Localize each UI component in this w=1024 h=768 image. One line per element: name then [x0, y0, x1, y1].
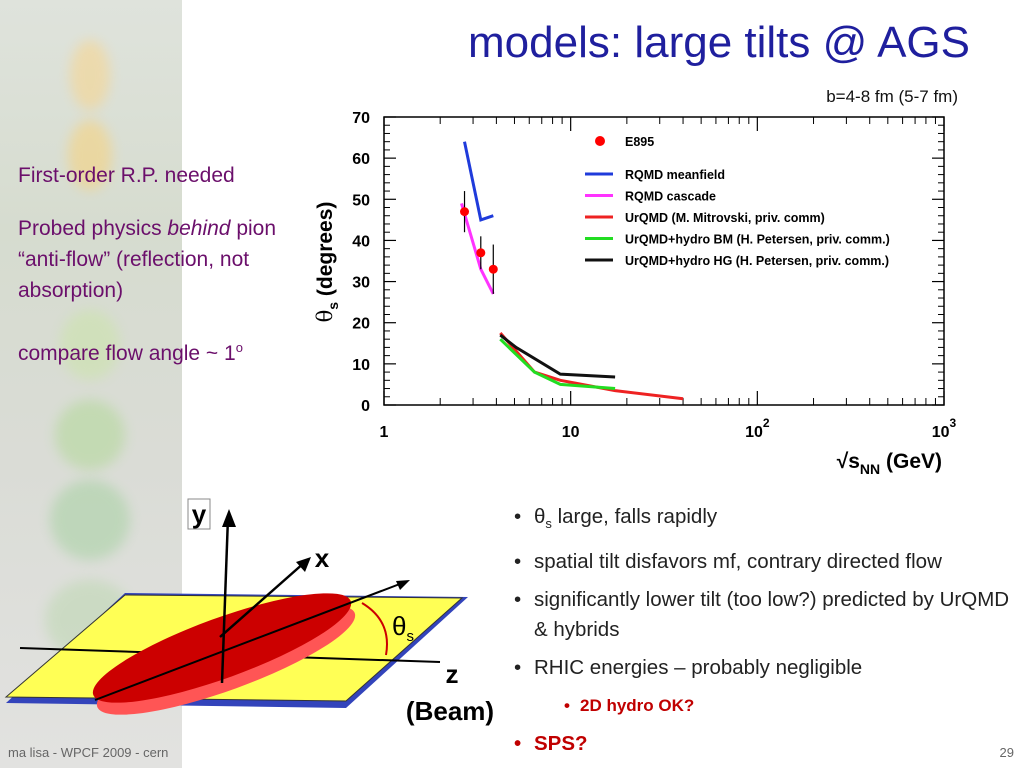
bullet-2d-hydro: 2D hydro OK?: [562, 691, 1017, 721]
y-axis-unit: (degrees): [314, 202, 337, 302]
legend-marker-e895: [595, 136, 605, 146]
tilt-diagram: y x θs z (Beam): [4, 498, 494, 726]
theta-subscript: s: [545, 516, 552, 532]
x-arrowhead-icon: [296, 557, 311, 572]
bullet-spatial-tilt: spatial tilt disfavors mf, contrary dire…: [512, 547, 1017, 577]
y-tick-label: 10: [352, 357, 370, 374]
x-tick-label: 102: [745, 416, 770, 441]
y-tick-label: 30: [352, 275, 370, 292]
legend-label: RQMD cascade: [625, 190, 716, 204]
y-tick-label: 20: [352, 316, 370, 333]
y-axis-title: θs (degrees): [313, 202, 341, 323]
data-point-e895: [476, 248, 486, 258]
y-label-box: [187, 498, 211, 530]
x-axis-title: √sNN (GeV): [837, 450, 942, 477]
bullet-rhic: RHIC energies – probably negligible: [512, 653, 1017, 683]
slide-title: models: large tilts @ AGS: [468, 18, 970, 67]
bullet-theta-large: θs large, falls rapidly: [512, 502, 1017, 539]
z-axis-label: z: [446, 659, 459, 689]
sidebar-blob: [55, 400, 125, 470]
bullet-sps: SPS?: [512, 729, 1017, 759]
legend-label: UrQMD (M. Mitrovski, priv. comm): [625, 211, 825, 225]
data-point-e895: [460, 207, 470, 217]
sidebar-blob: [70, 40, 110, 110]
compare-flow-text: compare flow angle ~ 1: [18, 342, 236, 365]
y-tick-label: 50: [352, 192, 370, 209]
conclusions-list: θs large, falls rapidly spatial tilt dis…: [512, 502, 1017, 767]
series-line-urqmd-hydro-hg-h-petersen-priv-comm: [499, 333, 616, 379]
degree-superscript: o: [235, 340, 243, 355]
y-tick-label: 70: [352, 110, 370, 127]
series-line-urqmd-hydro-bm-h-petersen-priv-comm: [499, 338, 616, 390]
probed-physics-text-a: Probed physics: [18, 217, 168, 240]
bullet-lower-tilt: significantly lower tilt (too low?) pred…: [512, 585, 1017, 645]
sidebar-blob: [50, 480, 130, 560]
y-axis-symbol: θ: [313, 310, 337, 323]
points-layer: [460, 191, 498, 294]
sidebar-blob: [60, 310, 120, 380]
x-axis-subscript: NN: [860, 461, 880, 477]
probed-physics-note: Probed physics behind pion “anti-flow” (…: [18, 213, 318, 306]
data-point-e895: [488, 264, 498, 274]
theta-angle-arc: [361, 602, 388, 656]
theta-symbol: θ: [534, 505, 546, 528]
series-line-rqmd-meanfield: [463, 141, 494, 222]
x-axis-symbol: √s: [837, 450, 860, 473]
impact-parameter-note: b=4-8 fm (5-7 fm): [826, 87, 958, 106]
legend-label-e895: E895: [625, 135, 654, 149]
x-tick-label: 103: [932, 416, 957, 441]
y-axis-label: y: [192, 499, 207, 529]
bullet-text: large, falls rapidly: [551, 505, 718, 528]
x-tick-exponent: 2: [763, 416, 770, 430]
legend-label: UrQMD+hydro HG (H. Petersen, priv. comm.…: [625, 254, 889, 268]
sidebar-blob: [68, 120, 112, 190]
probed-physics-text-b: pion “anti-flow” (reflection, not absorp…: [18, 217, 277, 302]
x-tick-label: 1: [380, 424, 389, 441]
y-tick-label: 60: [352, 151, 370, 168]
x-tick-exponent: 3: [950, 416, 957, 430]
x-axis-unit: (GeV): [880, 450, 942, 473]
page-number: 29: [999, 745, 1014, 760]
y-axis-line: [220, 516, 230, 684]
y-tick-label: 0: [361, 398, 370, 415]
legend-label: RQMD meanfield: [625, 168, 725, 182]
compare-flow-note: compare flow angle ~ 1o: [18, 332, 318, 369]
x-tick-label: 10: [562, 424, 580, 441]
beam-label: (Beam): [406, 696, 494, 726]
legend-label: UrQMD+hydro BM (H. Petersen, priv. comm.…: [625, 233, 890, 247]
probed-physics-emphasis: behind: [167, 217, 231, 240]
theta-symbol: θ: [392, 611, 406, 641]
ellipsoid-major-axis: [94, 581, 406, 701]
first-order-note: First-order R.P. needed: [18, 160, 318, 191]
theta-subscript: s: [406, 628, 414, 645]
first-order-text: First-order R.P. needed: [18, 164, 235, 187]
x-axis-line: [219, 561, 306, 638]
y-arrowhead-icon: [222, 509, 236, 527]
theta-label: θs: [392, 611, 414, 645]
y-tick-label: 40: [352, 233, 370, 250]
footer-text: ma lisa - WPCF 2009 - cern: [8, 745, 169, 760]
legend: E895 RQMD meanfield RQMD cascade UrQMD (M. …: [585, 135, 890, 268]
x-axis-label: x: [315, 543, 330, 573]
major-axis-arrowhead: [396, 580, 410, 590]
y-axis-subscript: s: [325, 302, 341, 310]
